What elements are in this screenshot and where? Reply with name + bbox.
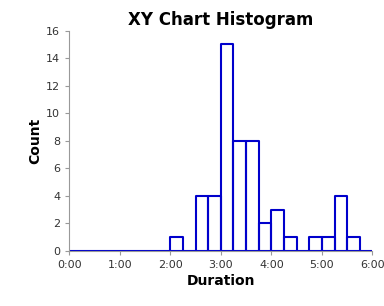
X-axis label: Duration: Duration xyxy=(187,274,255,288)
Title: XY Chart Histogram: XY Chart Histogram xyxy=(128,11,313,29)
Y-axis label: Count: Count xyxy=(28,118,42,164)
